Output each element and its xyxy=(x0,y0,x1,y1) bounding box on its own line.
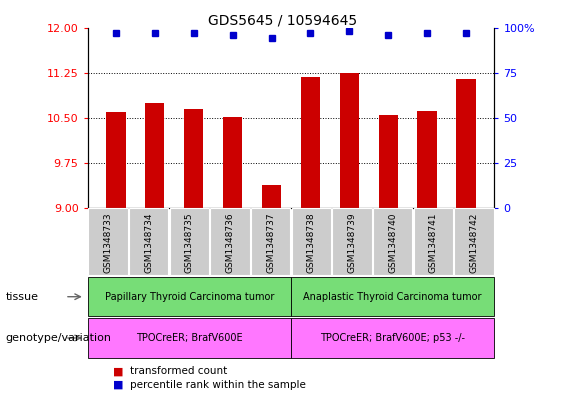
Text: GSM1348741: GSM1348741 xyxy=(429,213,438,273)
Bar xyxy=(145,103,164,208)
Bar xyxy=(418,111,437,208)
Bar xyxy=(262,185,281,208)
Text: ■: ■ xyxy=(113,380,124,390)
Text: GSM1348739: GSM1348739 xyxy=(347,213,357,273)
Text: GSM1348733: GSM1348733 xyxy=(103,213,112,273)
Text: transformed count: transformed count xyxy=(130,366,227,376)
Text: TPOCreER; BrafV600E; p53 -/-: TPOCreER; BrafV600E; p53 -/- xyxy=(320,333,465,343)
Text: GSM1348738: GSM1348738 xyxy=(307,213,316,273)
Bar xyxy=(340,73,359,208)
Text: Anaplastic Thyroid Carcinoma tumor: Anaplastic Thyroid Carcinoma tumor xyxy=(303,292,482,302)
Text: GSM1348742: GSM1348742 xyxy=(470,213,479,273)
Bar xyxy=(457,79,476,208)
Text: GSM1348740: GSM1348740 xyxy=(388,213,397,273)
Text: genotype/variation: genotype/variation xyxy=(6,333,112,343)
Text: TPOCreER; BrafV600E: TPOCreER; BrafV600E xyxy=(136,333,242,343)
Bar xyxy=(301,77,320,208)
Text: GSM1348734: GSM1348734 xyxy=(144,213,153,273)
Text: GSM1348736: GSM1348736 xyxy=(225,213,234,273)
Bar xyxy=(184,109,203,208)
Text: Papillary Thyroid Carcinoma tumor: Papillary Thyroid Carcinoma tumor xyxy=(105,292,274,302)
Text: GSM1348737: GSM1348737 xyxy=(266,213,275,273)
Bar xyxy=(379,116,398,208)
Bar xyxy=(223,117,242,208)
Text: ■: ■ xyxy=(113,366,124,376)
Text: GDS5645 / 10594645: GDS5645 / 10594645 xyxy=(208,14,357,28)
Text: percentile rank within the sample: percentile rank within the sample xyxy=(130,380,306,390)
Bar xyxy=(106,112,125,208)
Text: tissue: tissue xyxy=(6,292,38,302)
Text: GSM1348735: GSM1348735 xyxy=(185,213,194,273)
